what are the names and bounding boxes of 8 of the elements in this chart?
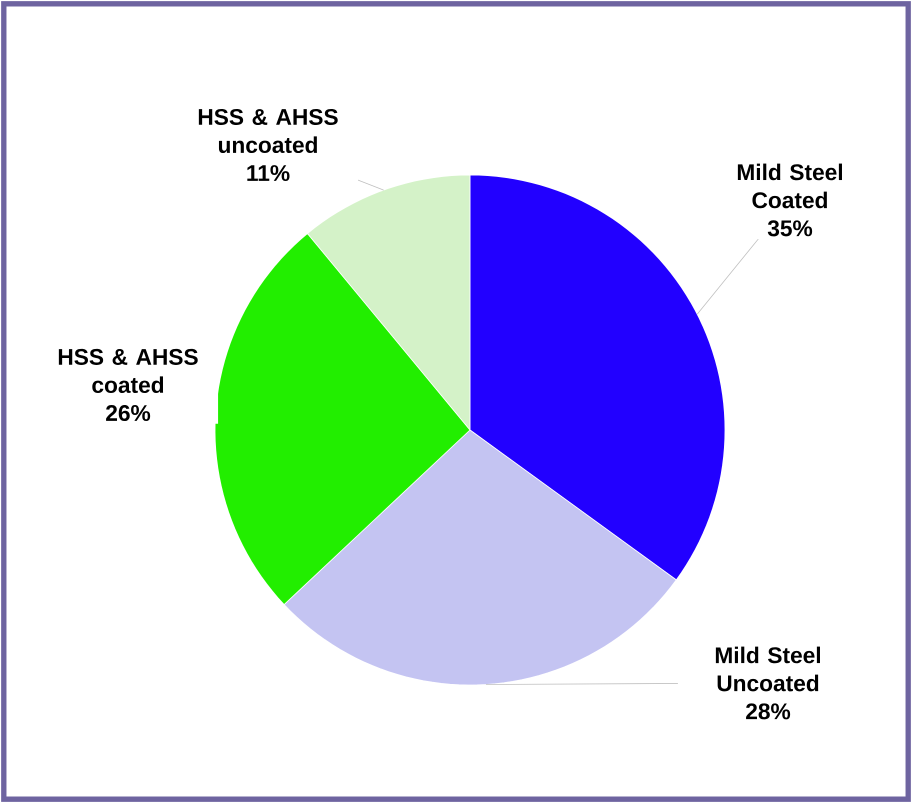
data-label: 28% — [746, 703, 790, 720]
data-label: 26% — [106, 405, 150, 422]
slice-label: Mild Steel Uncoated — [716, 646, 820, 692]
slice-label: Mild Steel Coated — [738, 164, 842, 208]
data-label: 35% — [768, 220, 812, 236]
slice-label: HSS & AHSS coated — [58, 348, 198, 394]
data-label: 11% — [247, 165, 290, 182]
slice-label: HSS & AHSS uncoated — [198, 108, 338, 154]
